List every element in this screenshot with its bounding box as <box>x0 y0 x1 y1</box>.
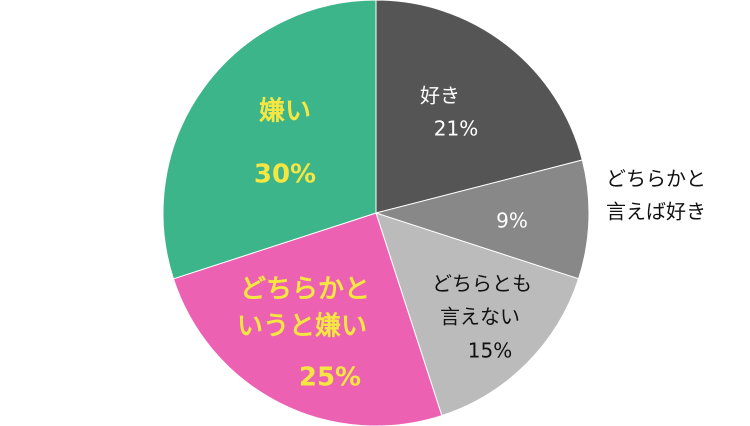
pie-slice <box>375 0 583 214</box>
slice-label: どちらとも <box>432 272 532 296</box>
pie-slice <box>375 212 580 417</box>
slice-value-label: 30% <box>254 160 316 190</box>
pie-slice <box>172 212 443 426</box>
slice-value-label: 21% <box>434 117 478 141</box>
slice-label: 言えば好き <box>606 200 706 224</box>
pie-slice <box>162 0 377 280</box>
slice-label: どちらかと <box>240 275 370 305</box>
pie-slice <box>374 159 590 280</box>
slice-label: 好き <box>420 84 460 108</box>
slice-label: いうと嫌い <box>237 312 367 342</box>
slice-label: 嫌い <box>259 97 311 127</box>
slice-label: 言えない <box>440 305 520 329</box>
slice-value-label: 15% <box>468 339 512 363</box>
slice-label: どちらかと <box>606 167 706 191</box>
slice-value-label: 25% <box>299 363 361 393</box>
slice-value-label: 9% <box>496 209 528 233</box>
